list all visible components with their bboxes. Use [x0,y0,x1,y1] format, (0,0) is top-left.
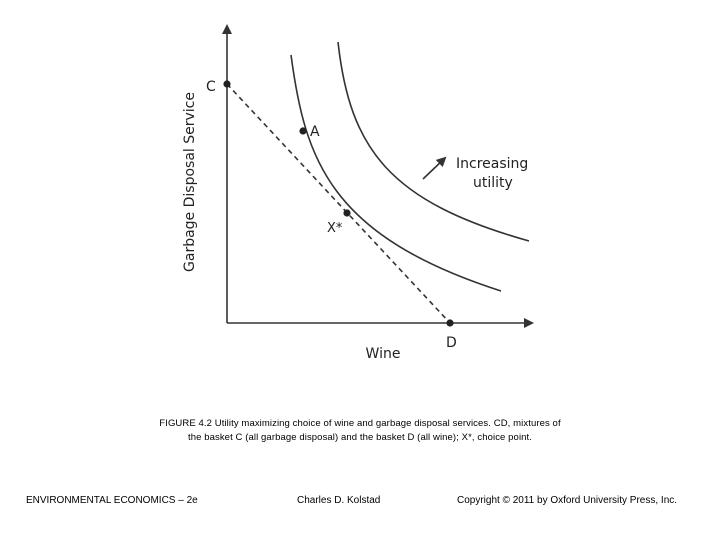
indifference-curve-low [290,54,502,292]
figure-caption: FIGURE 4.2 Utility maximizing choice of … [120,417,600,445]
point-c [223,80,231,88]
increasing-utility-label-line1: Increasing [456,156,528,172]
footer-author: Charles D. Kolstad [297,495,381,506]
utility-diagram: C A X* D Increasing utility Garbage Disp… [182,24,534,362]
footer-copyright: Copyright © 2011 by Oxford University Pr… [457,495,678,506]
increasing-utility-arrow [422,156,447,180]
point-a [299,127,307,135]
y-axis-label: Garbage Disposal Service [182,92,198,272]
footer-book-title: ENVIRONMENTAL ECONOMICS – 2e [26,495,198,506]
label-d: D [446,335,457,351]
label-a: A [310,124,320,140]
point-d [446,319,454,327]
increasing-utility-label-line2: utility [473,175,513,191]
point-x-star [343,209,351,217]
caption-line-1: FIGURE 4.2 Utility maximizing choice of … [159,418,561,429]
label-x-star: X* [327,221,343,236]
caption-line-2: the basket C (all garbage disposal) and … [187,432,533,443]
label-c: C [206,79,216,95]
x-axis-label: Wine [366,346,401,362]
indifference-curve-high [337,41,530,242]
budget-line-cd [226,83,451,324]
